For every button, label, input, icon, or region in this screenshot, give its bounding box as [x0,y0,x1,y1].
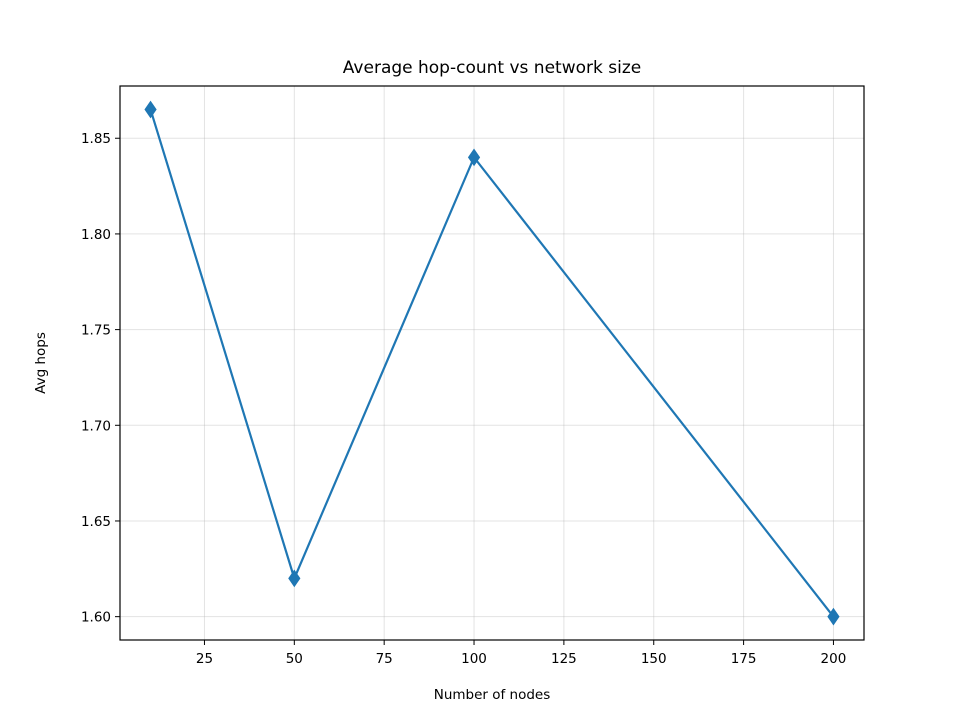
x-tick-label: 175 [731,651,757,667]
x-tick-label: 75 [376,651,393,667]
series-layer [144,100,840,626]
y-tick-label: 1.80 [81,227,111,243]
data-point-diamond [144,100,157,119]
plot-frame [119,85,865,641]
x-tick-label: 150 [641,651,667,667]
y-tick-label: 1.65 [81,514,111,530]
y-tick-label: 1.70 [81,418,111,434]
data-point-diamond [288,569,301,588]
y-tick-label: 1.60 [81,610,111,626]
x-tick-label: 200 [821,651,847,667]
x-tick-label: 25 [196,651,213,667]
y-axis-label: Avg hops [33,332,49,394]
series-line [149,109,835,618]
x-tick-label: 100 [461,651,487,667]
data-point-diamond [827,607,840,626]
data-point-diamond [467,148,481,167]
grid [120,86,864,640]
y-tick-label: 1.75 [81,323,111,339]
x-axis-label: Number of nodes [434,687,551,703]
x-tick-label: 125 [551,651,577,667]
x-tick-label: 50 [286,651,303,667]
x-axis-ticks: 25 50 75 100 125 150 175 200 [196,640,846,667]
chart-title: Average hop-count vs network size [343,58,641,78]
y-axis-ticks: 1.60 1.65 1.70 1.75 1.80 1.85 [81,131,120,626]
y-tick-label: 1.85 [81,131,111,147]
